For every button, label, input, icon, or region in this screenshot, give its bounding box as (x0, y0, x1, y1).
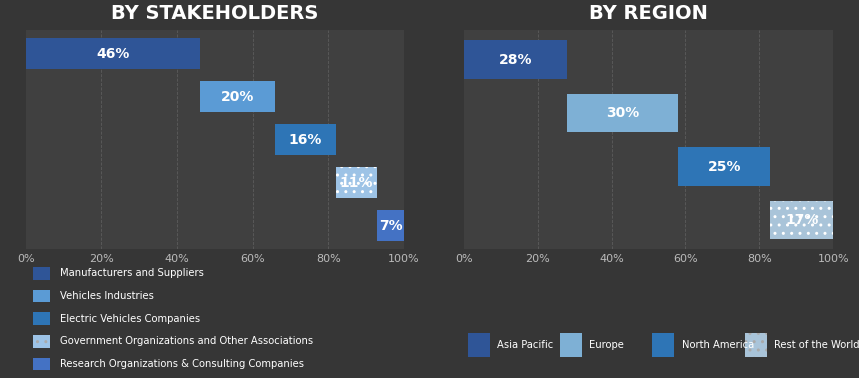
Bar (34, 290, 51, 302)
Title: BY STAKEHOLDERS: BY STAKEHOLDERS (111, 4, 319, 23)
Text: Research Organizations & Consulting Companies: Research Organizations & Consulting Comp… (60, 359, 304, 369)
Bar (34, 335, 51, 348)
Text: 7%: 7% (379, 219, 402, 233)
Text: 25%: 25% (708, 160, 741, 174)
Text: 20%: 20% (221, 90, 254, 104)
Bar (567, 94, 678, 132)
Text: 16%: 16% (289, 133, 322, 147)
Text: Europe: Europe (589, 340, 624, 350)
Bar (678, 147, 771, 186)
Text: Government Organizations and Other Associations: Government Organizations and Other Assoc… (60, 336, 313, 346)
Bar (34, 312, 51, 325)
Text: Rest of the World: Rest of the World (774, 340, 859, 350)
Text: Manufacturers and Suppliers: Manufacturers and Suppliers (60, 268, 204, 278)
Bar (336, 167, 377, 198)
Bar (771, 201, 833, 239)
Bar (652, 333, 674, 357)
Bar (26, 39, 199, 69)
Text: North America: North America (682, 340, 754, 350)
Text: 30%: 30% (606, 106, 639, 120)
Bar (467, 333, 490, 357)
Text: 11%: 11% (340, 176, 373, 190)
Bar (745, 333, 767, 357)
Bar (464, 40, 567, 79)
Text: Electric Vehicles Companies: Electric Vehicles Companies (60, 314, 200, 324)
Bar (34, 358, 51, 370)
Text: 46%: 46% (96, 47, 130, 61)
Text: 17%: 17% (785, 213, 819, 227)
Text: Asia Pacific: Asia Pacific (497, 340, 553, 350)
Bar (34, 267, 51, 280)
Bar (377, 211, 404, 241)
Text: Vehicles Industries: Vehicles Industries (60, 291, 154, 301)
Bar (199, 81, 275, 112)
Bar (275, 124, 336, 155)
Bar (560, 333, 582, 357)
Text: 28%: 28% (499, 53, 533, 67)
Title: BY REGION: BY REGION (589, 4, 708, 23)
